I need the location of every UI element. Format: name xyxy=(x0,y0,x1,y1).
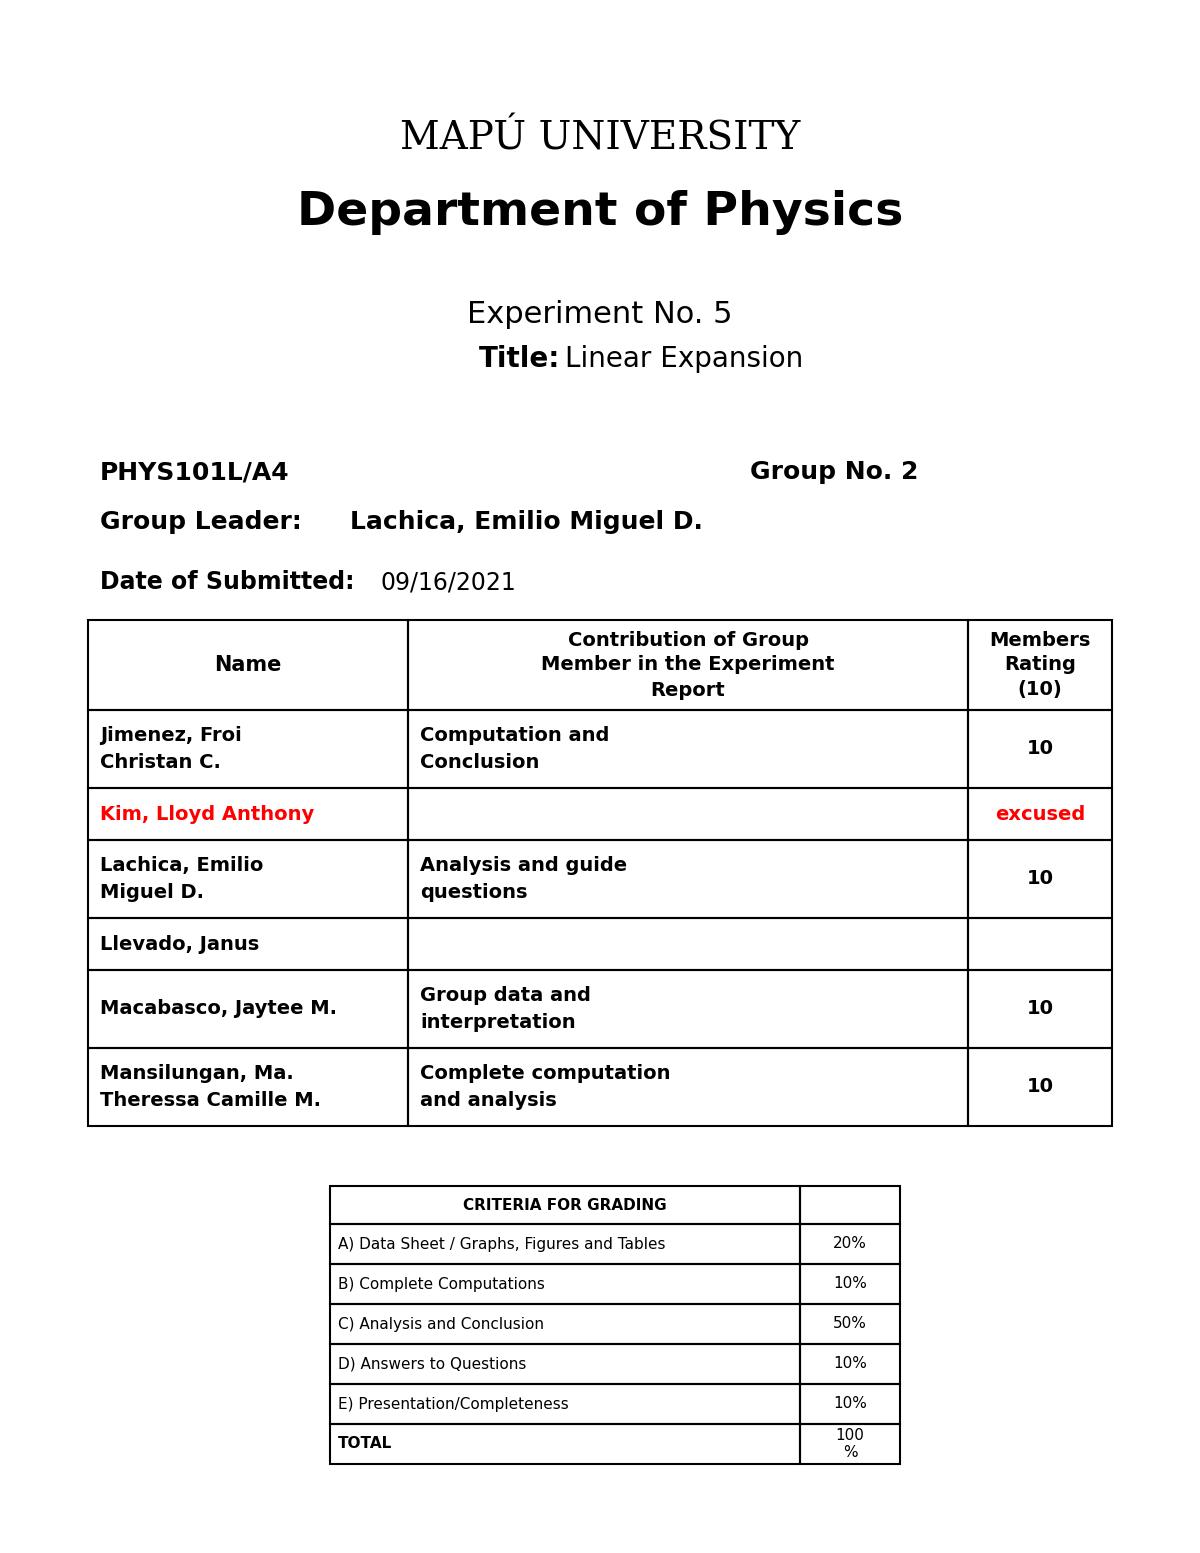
Bar xyxy=(330,1224,800,1264)
Bar xyxy=(408,840,968,918)
Bar xyxy=(800,1424,900,1464)
Text: 10%: 10% xyxy=(833,1356,866,1371)
Bar xyxy=(88,787,408,840)
Text: excused: excused xyxy=(995,804,1085,823)
Text: Analysis and guide
questions: Analysis and guide questions xyxy=(420,856,628,902)
Text: 10%: 10% xyxy=(833,1277,866,1292)
Text: Date of Submitted:: Date of Submitted: xyxy=(100,570,354,593)
Text: 50%: 50% xyxy=(833,1317,866,1331)
Text: Members
Rating
(10): Members Rating (10) xyxy=(989,631,1091,699)
Bar xyxy=(330,1424,800,1464)
Bar xyxy=(968,918,1112,971)
Text: Mansilungan, Ma.
Theressa Camille M.: Mansilungan, Ma. Theressa Camille M. xyxy=(100,1064,322,1110)
Text: MAPÚ UNIVERSITY: MAPÚ UNIVERSITY xyxy=(400,120,800,157)
Bar xyxy=(330,1186,800,1224)
Bar xyxy=(968,787,1112,840)
Bar xyxy=(408,971,968,1048)
Text: PHYS101L/A4: PHYS101L/A4 xyxy=(100,460,289,485)
Text: Kim, Lloyd Anthony: Kim, Lloyd Anthony xyxy=(100,804,314,823)
Bar xyxy=(408,787,968,840)
Text: Linear Expansion: Linear Expansion xyxy=(565,345,803,373)
Text: Contribution of Group
Member in the Experiment
Report: Contribution of Group Member in the Expe… xyxy=(541,631,835,699)
Text: Llevado, Janus: Llevado, Janus xyxy=(100,935,259,954)
Text: 20%: 20% xyxy=(833,1236,866,1252)
Text: E) Presentation/Completeness: E) Presentation/Completeness xyxy=(338,1396,569,1412)
Bar xyxy=(408,1048,968,1126)
Bar xyxy=(800,1264,900,1305)
Text: 10: 10 xyxy=(1026,739,1054,758)
Text: Jimenez, Froi
Christan C.: Jimenez, Froi Christan C. xyxy=(100,727,241,772)
Bar xyxy=(330,1343,800,1384)
Bar xyxy=(408,918,968,971)
Text: 10: 10 xyxy=(1026,1078,1054,1096)
Text: Lachica, Emilio
Miguel D.: Lachica, Emilio Miguel D. xyxy=(100,856,263,902)
Text: 10: 10 xyxy=(1026,870,1054,888)
Text: 10: 10 xyxy=(1026,1000,1054,1019)
Text: Title:: Title: xyxy=(479,345,560,373)
Text: C) Analysis and Conclusion: C) Analysis and Conclusion xyxy=(338,1317,544,1331)
Text: TOTAL: TOTAL xyxy=(338,1437,392,1452)
Bar xyxy=(968,840,1112,918)
Bar xyxy=(408,620,968,710)
Text: Group No. 2: Group No. 2 xyxy=(750,460,918,485)
Text: Department of Physics: Department of Physics xyxy=(296,189,904,235)
Text: 10%: 10% xyxy=(833,1396,866,1412)
Bar xyxy=(800,1384,900,1424)
Bar xyxy=(88,840,408,918)
Bar xyxy=(968,971,1112,1048)
Bar xyxy=(88,620,408,710)
Bar xyxy=(968,1048,1112,1126)
Bar xyxy=(968,710,1112,787)
Bar xyxy=(800,1343,900,1384)
Bar xyxy=(330,1384,800,1424)
Bar xyxy=(800,1305,900,1343)
Text: Complete computation
and analysis: Complete computation and analysis xyxy=(420,1064,671,1110)
Bar xyxy=(968,620,1112,710)
Bar xyxy=(88,710,408,787)
Text: B) Complete Computations: B) Complete Computations xyxy=(338,1277,545,1292)
Text: Computation and
Conclusion: Computation and Conclusion xyxy=(420,727,610,772)
Text: 09/16/2021: 09/16/2021 xyxy=(380,570,516,593)
Text: Experiment No. 5: Experiment No. 5 xyxy=(467,300,733,329)
Bar xyxy=(88,1048,408,1126)
Text: D) Answers to Questions: D) Answers to Questions xyxy=(338,1356,527,1371)
Bar xyxy=(408,710,968,787)
Text: A) Data Sheet / Graphs, Figures and Tables: A) Data Sheet / Graphs, Figures and Tabl… xyxy=(338,1236,666,1252)
Bar xyxy=(88,971,408,1048)
Bar xyxy=(330,1264,800,1305)
Text: Group Leader:: Group Leader: xyxy=(100,509,319,534)
Text: CRITERIA FOR GRADING: CRITERIA FOR GRADING xyxy=(463,1197,667,1213)
Bar xyxy=(800,1224,900,1264)
Bar xyxy=(88,918,408,971)
Text: Group data and
interpretation: Group data and interpretation xyxy=(420,986,590,1031)
Text: Name: Name xyxy=(215,655,282,676)
Text: Lachica, Emilio Miguel D.: Lachica, Emilio Miguel D. xyxy=(350,509,703,534)
Text: Macabasco, Jaytee M.: Macabasco, Jaytee M. xyxy=(100,1000,337,1019)
Bar xyxy=(800,1186,900,1224)
Text: 100
%: 100 % xyxy=(835,1427,864,1460)
Bar xyxy=(330,1305,800,1343)
